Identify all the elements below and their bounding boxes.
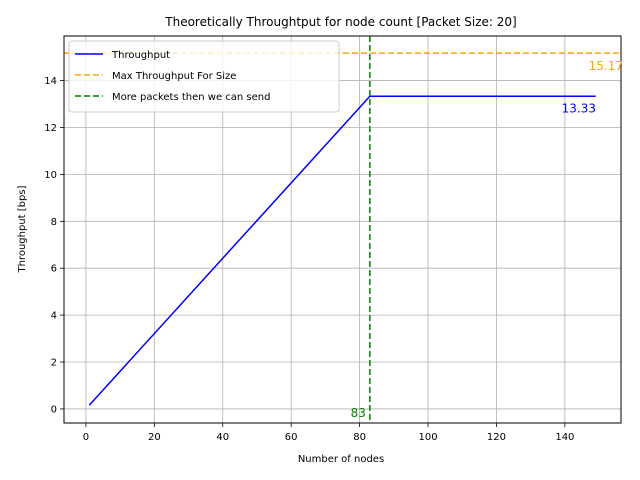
legend-label: More packets then we can send xyxy=(112,92,270,103)
throughput-line xyxy=(89,96,595,405)
x-tick-label: 80 xyxy=(353,432,366,443)
x-tick-label: 0 xyxy=(83,432,89,443)
y-tick-label: 12 xyxy=(44,123,57,134)
x-tick-label: 20 xyxy=(148,432,161,443)
max-throughput-value-label: 15.17 xyxy=(589,59,623,73)
y-tick-label: 8 xyxy=(51,217,57,228)
y-tick-label: 6 xyxy=(51,264,57,275)
x-axis-label: Number of nodes xyxy=(298,454,384,465)
y-axis-label: Throughput [bps] xyxy=(17,185,28,273)
y-tick-label: 10 xyxy=(44,170,57,181)
x-tick-label: 120 xyxy=(487,432,506,443)
annotations: 15.17 13.33 83 xyxy=(351,59,623,420)
legend-label: Throughput xyxy=(111,50,170,61)
x-tick-label: 60 xyxy=(285,432,298,443)
y-tick-label: 14 xyxy=(44,76,57,87)
y-axis: 0 2 4 6 8 10 12 14 xyxy=(44,76,64,415)
chart-title: Theoretically Throughtput for node count… xyxy=(164,15,516,29)
x-tick-label: 140 xyxy=(555,432,574,443)
x-axis: 0 20 40 60 80 100 120 140 xyxy=(83,423,575,443)
node-limit-label: 83 xyxy=(351,406,366,420)
x-tick-label: 100 xyxy=(418,432,437,443)
legend-label: Max Throughput For Size xyxy=(112,71,236,82)
legend: Throughput Max Throughput For Size More pa… xyxy=(69,41,339,112)
throughput-value-label: 13.33 xyxy=(562,101,596,115)
y-tick-label: 4 xyxy=(51,311,57,322)
y-tick-label: 2 xyxy=(51,358,57,369)
y-tick-label: 0 xyxy=(51,404,57,415)
x-tick-label: 40 xyxy=(216,432,229,443)
